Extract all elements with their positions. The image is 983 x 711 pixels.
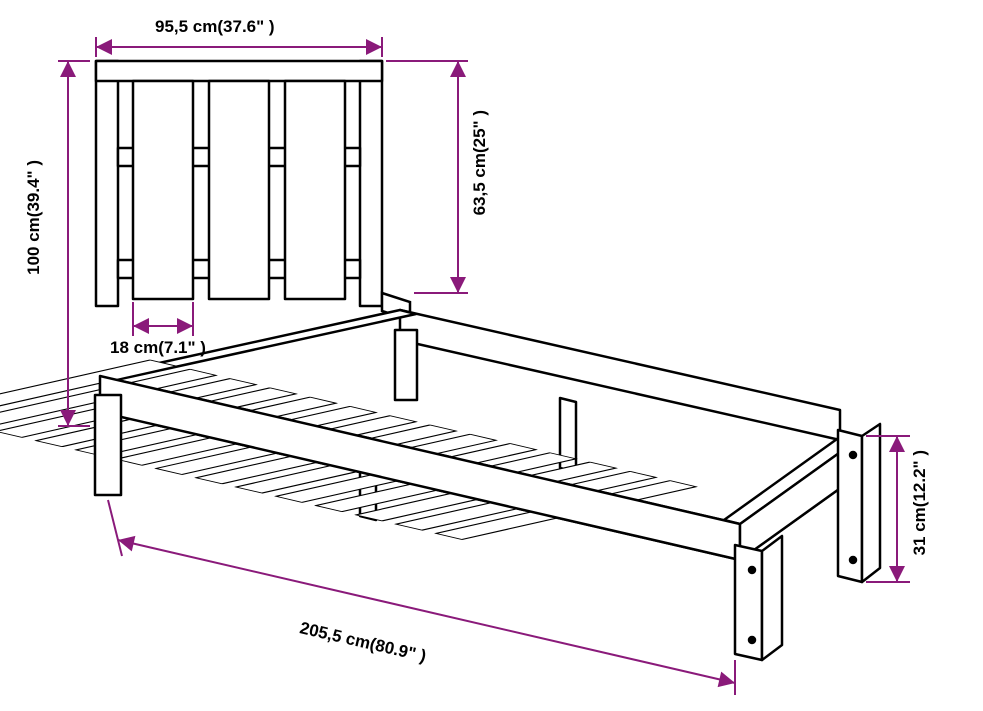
headboard xyxy=(96,61,382,306)
dim-width: 95,5 cm(37.6" ) xyxy=(155,17,275,37)
dim-leg-h: 31 cm(12.2" ) xyxy=(910,450,930,555)
diagram-canvas: 95,5 cm(37.6" ) 100 cm(39.4" ) 63,5 cm(2… xyxy=(0,0,983,706)
bed-body xyxy=(0,310,880,660)
dim-panel-w: 18 cm(7.1" ) xyxy=(110,338,206,358)
dim-height: 100 cm(39.4" ) xyxy=(24,160,44,275)
dim-hb-h: 63,5 cm(25" ) xyxy=(470,110,490,215)
